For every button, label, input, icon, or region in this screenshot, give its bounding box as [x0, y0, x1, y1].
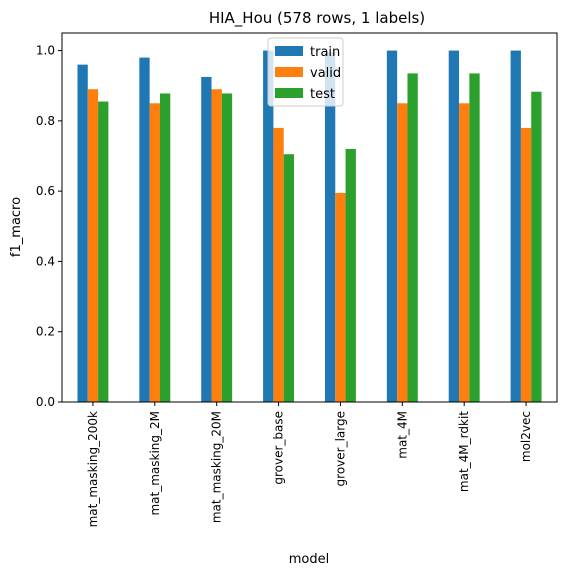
bar-train-mol2vec	[510, 50, 521, 402]
bar-valid-mat_masking_200k	[87, 89, 99, 402]
bar-test-mat_4M_rdkit	[469, 73, 480, 402]
y-tick-label: 0.8	[36, 114, 55, 128]
x-axis-label: model	[289, 552, 329, 567]
bar-valid-mat_4M_rdkit	[459, 103, 470, 402]
x-tick-label: grover_base	[272, 411, 286, 485]
y-tick-label: 1.0	[36, 44, 55, 58]
x-tick-label: mat_4M	[395, 411, 409, 459]
bar-test-mat_masking_20M	[221, 93, 233, 402]
bar-train-grover_large	[324, 52, 336, 402]
bar-train-mat_masking_200k	[77, 64, 88, 402]
bar-test-grover_large	[345, 148, 356, 402]
y-axis-label: f1_macro	[9, 197, 24, 257]
legend-label-test: test	[310, 87, 335, 102]
y-axis-ticks: 0.0 0.2 0.4 0.6 0.8 1.0	[36, 44, 62, 409]
bar-valid-mat_masking_2M	[149, 103, 160, 402]
legend-label-valid: valid	[310, 66, 341, 81]
bar-test-mol2vec	[531, 91, 542, 402]
y-tick-label: 0.4	[36, 254, 55, 268]
bars-group	[77, 50, 542, 403]
x-axis-ticks: mat_masking_200k mat_masking_2M mat_maskin…	[86, 402, 533, 527]
y-tick-label: 0.2	[36, 325, 55, 339]
legend-swatch-test	[275, 88, 303, 98]
bar-test-mat_masking_2M	[159, 93, 171, 402]
bar-test-mat_4M	[407, 73, 418, 402]
legend-swatch-valid	[275, 67, 303, 77]
legend-swatch-train	[275, 46, 303, 56]
x-tick-label: mol2vec	[519, 411, 533, 462]
bar-train-mat_masking_20M	[201, 76, 212, 403]
bar-valid-grover_base	[273, 127, 284, 402]
y-tick-label: 0.6	[36, 184, 55, 198]
legend-label-train: train	[310, 45, 340, 60]
bar-test-mat_masking_200k	[98, 101, 109, 402]
x-tick-label: mat_4M_rdkit	[457, 411, 471, 492]
legend: train valid test	[267, 37, 344, 107]
bar-valid-grover_large	[335, 192, 346, 402]
bar-train-mat_4M	[386, 50, 398, 402]
bar-valid-mol2vec	[520, 127, 532, 402]
x-tick-label: mat_masking_200k	[86, 411, 100, 527]
x-tick-label: grover_large	[333, 411, 347, 486]
bar-valid-mat_4M	[397, 103, 408, 402]
y-tick-label: 0.0	[36, 395, 55, 409]
bar-test-grover_base	[283, 154, 295, 402]
plot-frame	[61, 32, 558, 403]
x-tick-label: mat_masking_20M	[210, 411, 224, 523]
bar-valid-mat_masking_20M	[211, 89, 222, 402]
bar-train-mat_4M_rdkit	[448, 50, 460, 402]
bar-train-mat_masking_2M	[139, 57, 150, 402]
chart-title: HIA_Hou (578 rows, 1 labels)	[209, 9, 425, 28]
x-tick-label: mat_masking_2M	[148, 411, 162, 516]
bar-train-grover_base	[263, 50, 274, 402]
